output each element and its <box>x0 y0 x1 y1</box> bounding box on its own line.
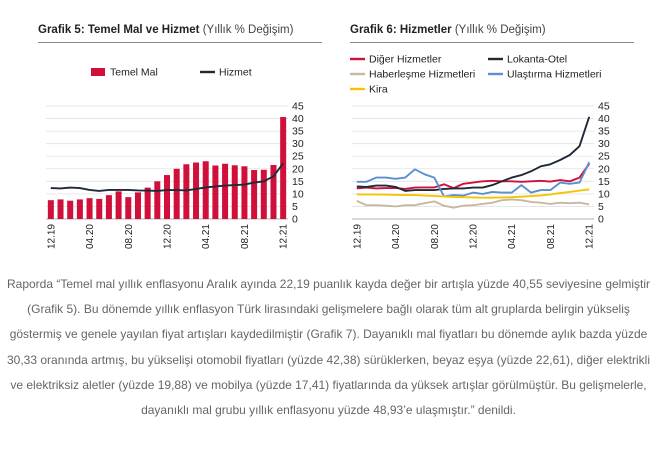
chart6-title: Grafik 6: Hizmetler <box>350 24 452 36</box>
chart6-line-haberle-me-hizmetleri <box>356 198 590 209</box>
chart5-line-hizmet <box>50 162 284 192</box>
chart6-legend-label: Kira <box>369 84 388 96</box>
chart5-bar <box>76 199 83 219</box>
chart5-ytick-label: 5 <box>292 201 298 213</box>
chart5-subtitle: (Yıllık % Değişim) <box>202 24 294 36</box>
chart5-title-block: Grafik 5: Temel Mal ve Hizmet (Yıllık % … <box>38 24 293 36</box>
chart5-xtick-label: 12.21 <box>279 224 290 249</box>
chart5-ytick-label: 30 <box>292 138 304 150</box>
chart5-ytick-label: 40 <box>292 113 304 125</box>
chart6-ytick-label: 20 <box>598 163 610 175</box>
chart5-bar <box>183 164 190 219</box>
chart5-xtick-label: 08.21 <box>240 224 251 249</box>
chart5-legend-swatch <box>91 68 105 76</box>
chart5-bar <box>163 175 171 219</box>
chart5-ytick-label: 35 <box>292 126 304 138</box>
chart6-ytick-label: 15 <box>598 176 610 188</box>
chart6-line-lokanta-otel <box>356 116 591 192</box>
chart6-legend-label: Lokanta-Otel <box>507 54 567 66</box>
chart5-ytick-label: 0 <box>292 214 298 226</box>
chart5-bar <box>280 117 287 219</box>
chart6-title-rule <box>350 42 634 43</box>
chart5-bar <box>154 181 161 219</box>
chart6-ytick-label: 25 <box>598 151 610 163</box>
chart5-legend-label: Temel Mal <box>110 67 158 79</box>
chart6-legend-label: Diğer Hizmetler <box>369 54 442 66</box>
chart5-bar <box>270 165 277 219</box>
chart6-ytick-label: 0 <box>598 214 604 226</box>
chart5-bar <box>231 165 238 219</box>
chart5-bar <box>144 187 151 219</box>
chart6-xtick-label: 04.21 <box>507 224 518 249</box>
chart5-bar <box>212 165 219 219</box>
chart5-xtick-label: 12.20 <box>163 224 174 249</box>
chart5-bar <box>86 198 93 219</box>
chart6-title-block: Grafik 6: Hizmetler (Yıllık % Değişim) <box>350 24 546 36</box>
chart5-bar <box>222 163 229 219</box>
chart6-line-ula-t-rma-hizmetleri <box>356 161 591 198</box>
chart6-subtitle: (Yıllık % Değişim) <box>454 24 546 36</box>
chart6-legend-label: Ulaştırma Hizmetleri <box>507 69 602 81</box>
chart5-ytick-label: 45 <box>292 101 304 113</box>
chart6-ytick-label: 40 <box>598 113 610 125</box>
chart5-bar <box>47 200 54 219</box>
chart6-ytick-label: 45 <box>598 101 610 113</box>
chart5-bar <box>57 199 64 219</box>
chart6-xtick-label: 12.21 <box>585 224 596 249</box>
chart5-ytick-label: 25 <box>292 151 304 163</box>
chart6-xtick-label: 12.19 <box>352 224 363 249</box>
chart6-line-di-er-hizmetler <box>356 163 590 190</box>
chart6-legend-label: Haberleşme Hizmetleri <box>369 69 475 81</box>
chart5-bar <box>202 161 209 219</box>
article-paragraph: Raporda “Temel mal yıllık enflasyonu Ara… <box>6 277 650 418</box>
chart5-legend-label: Hizmet <box>219 67 252 79</box>
chart6-ytick-label: 10 <box>598 188 610 200</box>
chart5-ytick-label: 15 <box>292 176 304 188</box>
chart5-bar <box>96 198 103 219</box>
chart5-bar <box>125 197 132 219</box>
chart5-bar <box>193 162 200 219</box>
chart5-bar <box>251 170 258 219</box>
chart6-ytick-label: 5 <box>598 201 604 213</box>
chart5-bar <box>241 166 248 219</box>
chart5-bar <box>105 195 112 219</box>
chart5-title-rule <box>38 42 322 43</box>
chart6-xtick-label: 08.20 <box>430 224 441 249</box>
chart5-xtick-label: 04.21 <box>201 224 212 249</box>
chart5-ytick-label: 10 <box>292 188 304 200</box>
chart6-line-kira <box>356 188 590 199</box>
chart6-xtick-label: 04.20 <box>391 224 402 249</box>
chart6-xtick-label: 08.21 <box>546 224 557 249</box>
chart5-bar <box>134 192 141 219</box>
chart5-xtick-label: 08.20 <box>124 224 135 249</box>
chart6-xtick-label: 12.20 <box>469 224 480 249</box>
chart5-bar <box>260 169 267 219</box>
chart5-bar <box>115 191 122 219</box>
chart5-bar <box>173 168 180 219</box>
chart5-ytick-label: 20 <box>292 163 304 175</box>
chart5-xtick-label: 04.20 <box>85 224 96 249</box>
chart5-bar <box>67 200 74 219</box>
chart6-ytick-label: 35 <box>598 126 610 138</box>
chart5-title: Grafik 5: Temel Mal ve Hizmet <box>38 24 200 36</box>
chart6-ytick-label: 30 <box>598 138 610 150</box>
chart5-xtick-label: 12.19 <box>46 224 57 249</box>
